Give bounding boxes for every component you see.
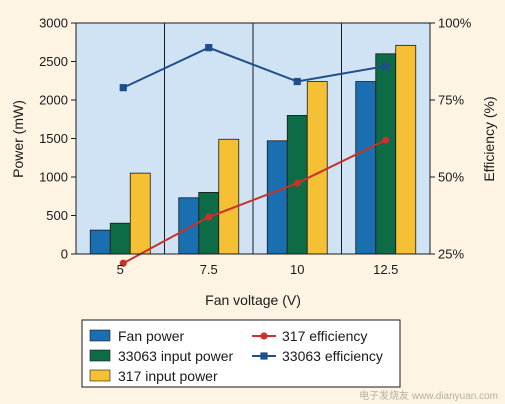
legend-swatch [89,349,111,362]
bar [395,44,417,255]
legend-swatch [89,369,111,382]
line-marker [382,136,390,144]
series-line [122,46,386,89]
y-tick-label: 3000 [39,16,68,31]
bar [89,229,111,255]
x-tick-label: 10 [290,262,304,277]
watermark: 电子发烧友 www.dianyuan.com [359,389,498,402]
line-marker [293,179,301,187]
x-tick-label: 12.5 [373,262,398,277]
legend-label: 33063 efficiency [282,348,383,364]
bar [198,191,220,255]
left-axis-ticks: 0 500 1000 1500 2000 2500 3000 [39,16,76,262]
y-axis-title: Power (mW) [10,100,26,178]
right-axis-ticks: 25% 50% 75% 100% [430,16,472,262]
legend-marker [260,332,268,340]
legend-label: 33063 input power [118,348,234,364]
y2-tick-label: 100% [438,16,472,31]
series-line [122,139,387,265]
x-tick-label: 5 [117,262,124,277]
line-marker [382,62,390,70]
x-axis-ticks: 5 7.5 10 12.5 [117,262,399,277]
bar [375,53,397,255]
line-marker [119,84,127,92]
y-tick-label: 2000 [39,93,68,108]
legend-label: Fan power [118,328,184,344]
line-marker [293,77,301,86]
y-tick-label: 1500 [39,131,68,146]
gridlines [164,23,342,254]
y-tick-label: 500 [46,208,68,223]
x-axis-title: Fan voltage (V) [205,292,301,308]
legend-label: 317 input power [118,368,218,384]
y-tick-label: 1000 [39,170,68,185]
y-tick-label: 2500 [39,54,68,69]
x-tick-label: 7.5 [200,262,218,277]
y2-axis-title: Efficiency (%) [481,96,497,181]
legend-swatch [89,329,111,342]
legend-box [81,319,401,388]
line-series [119,44,390,267]
bar [178,197,200,255]
line-marker [205,213,213,221]
bar [218,138,240,255]
y-tick-label: 0 [61,247,68,262]
y2-tick-label: 75% [438,93,464,108]
legend-label: 317 efficiency [282,328,367,344]
bar [306,81,328,255]
legend: Fan power 317 efficiency 33063 input power… [89,328,383,384]
bar [355,81,377,255]
bar [109,222,131,255]
line-marker [205,44,213,52]
bar [266,140,288,255]
legend-marker [260,352,268,360]
line-marker [119,259,127,267]
y2-tick-label: 25% [438,247,464,262]
bar [129,172,151,255]
y2-tick-label: 50% [438,170,464,185]
